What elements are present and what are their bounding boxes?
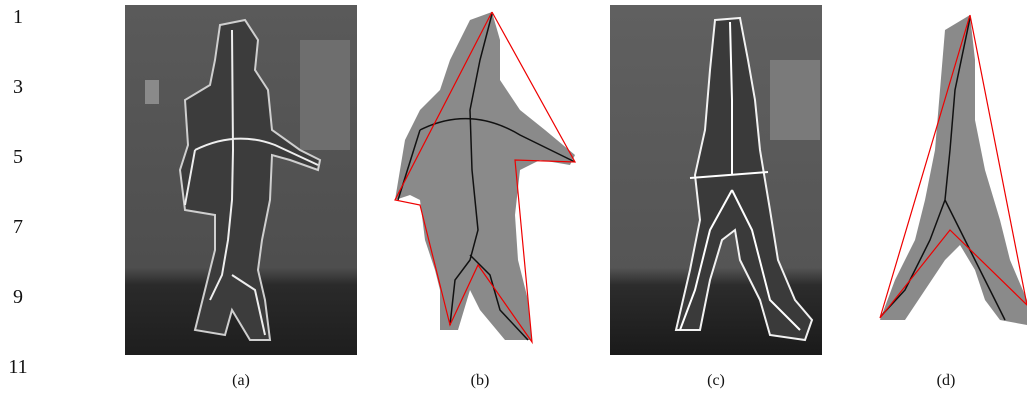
line-number: 7 <box>6 216 30 239</box>
line-number: 3 <box>6 76 30 99</box>
panel-d-silhouette <box>880 15 1027 325</box>
line-number: 1 <box>6 6 30 29</box>
panel-c-image <box>610 5 822 355</box>
figure-page: 1 3 5 7 9 11 (a) (b) (c) (d) <box>0 0 1027 400</box>
panel-b-silhouette <box>395 12 575 342</box>
figure-panels <box>0 0 1027 400</box>
caption: (d) <box>937 372 956 390</box>
caption: (a) <box>232 372 250 390</box>
line-number: 5 <box>6 146 30 169</box>
panel-a-image <box>125 5 357 355</box>
line-number: 11 <box>6 356 30 379</box>
caption: (b) <box>471 372 490 390</box>
line-number: 9 <box>6 286 30 309</box>
caption: (c) <box>707 372 725 390</box>
